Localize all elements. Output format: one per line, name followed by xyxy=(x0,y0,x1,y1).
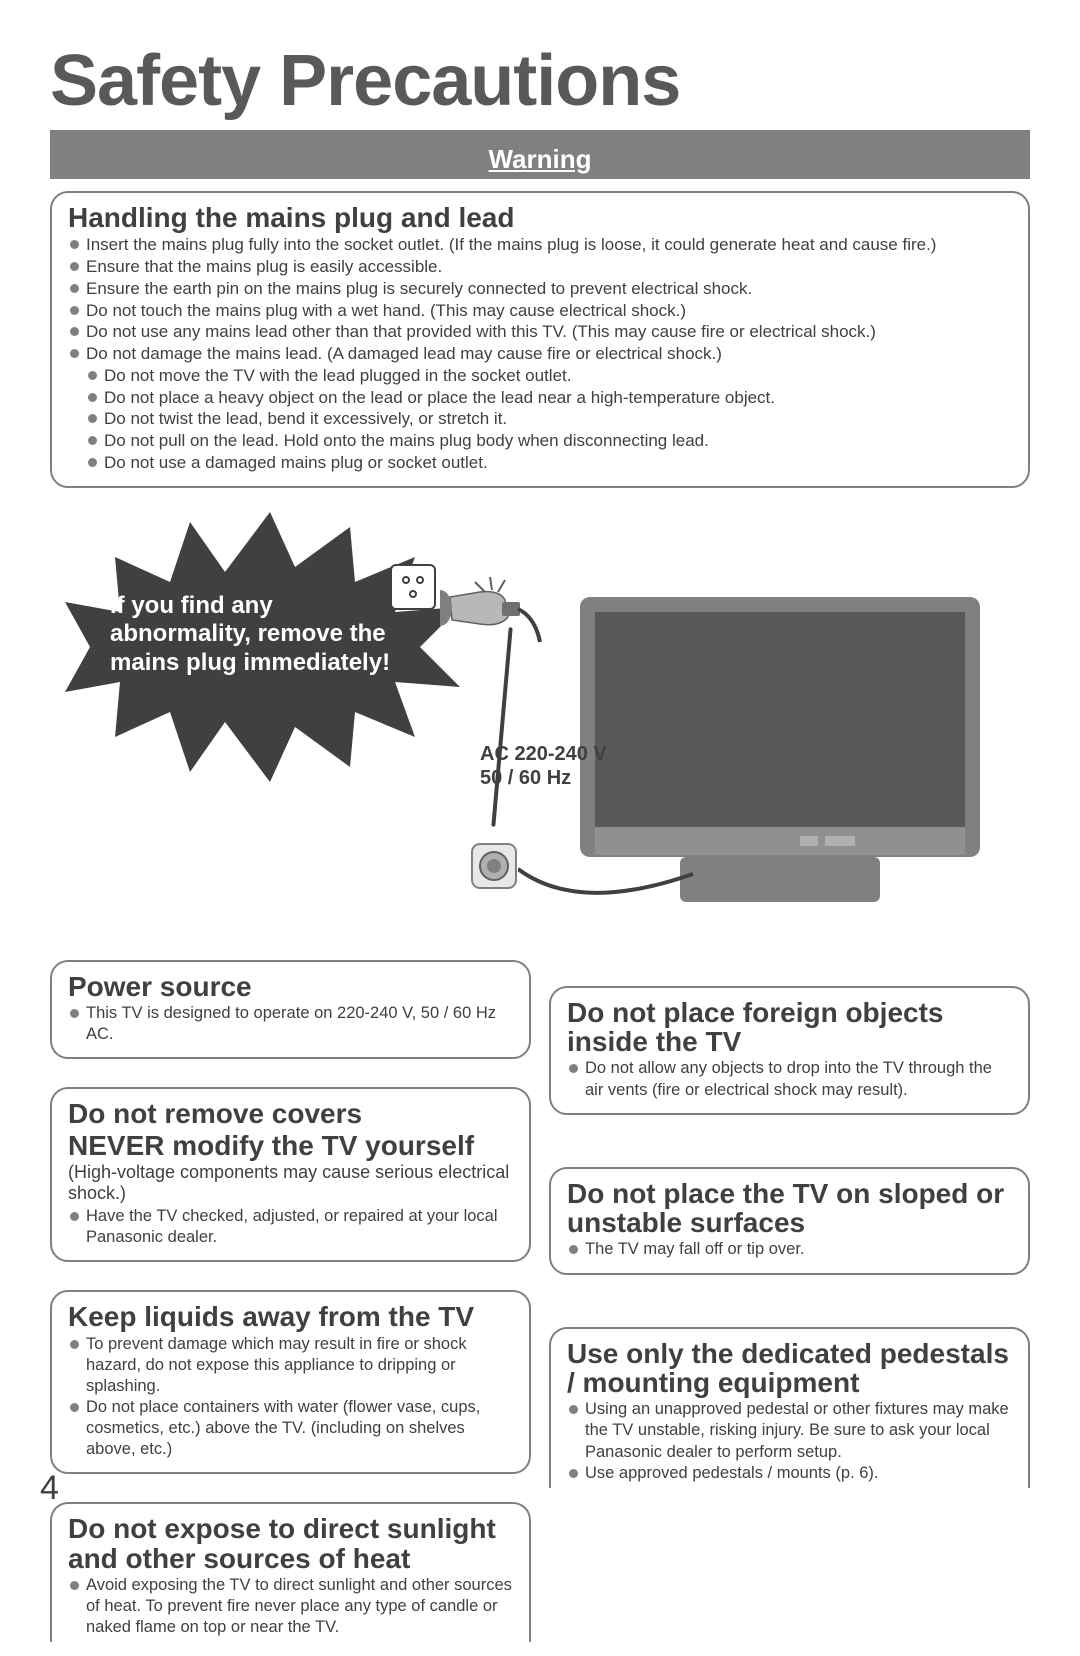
mains-section: Handling the mains plug and lead Insert … xyxy=(50,191,1030,488)
mains-bullets: Insert the mains plug fully into the soc… xyxy=(68,234,1012,365)
foreign-bullets: Do not allow any objects to drop into th… xyxy=(567,1058,1012,1100)
power-source-section: Power source This TV is designed to oper… xyxy=(50,960,531,1060)
divider-bar xyxy=(50,130,1030,140)
liquids-section: Keep liquids away from the TV To prevent… xyxy=(50,1290,531,1474)
foreign-objects-section: Do not place foreign objects inside the … xyxy=(549,986,1030,1115)
list-item: Use approved pedestals / mounts (p. 6). xyxy=(567,1463,1012,1484)
cable-illustration xyxy=(518,864,698,924)
list-item: To prevent damage which may result in fi… xyxy=(68,1334,513,1397)
covers-bullets: Have the TV checked, adjusted, or repair… xyxy=(68,1206,513,1248)
list-item: Do not twist the lead, bend it excessive… xyxy=(86,408,1012,430)
sloped-bullets: The TV may fall off or tip over. xyxy=(567,1239,1012,1260)
power-bullets: This TV is designed to operate on 220-24… xyxy=(68,1003,513,1045)
page-number: 4 xyxy=(40,1469,59,1508)
list-item: Insert the mains plug fully into the soc… xyxy=(68,234,1012,256)
list-item: Do not allow any objects to drop into th… xyxy=(567,1058,1012,1100)
ac-line2: 50 / 60 Hz xyxy=(480,766,607,790)
list-item: Do not touch the mains plug with a wet h… xyxy=(68,300,1012,322)
liquids-heading: Keep liquids away from the TV xyxy=(68,1302,513,1331)
list-item: The TV may fall off or tip over. xyxy=(567,1239,1012,1260)
illustration-area: If you find any abnormality, remove the … xyxy=(50,502,1030,942)
list-item: Do not pull on the lead. Hold onto the m… xyxy=(86,430,1012,452)
list-item: Avoid exposing the TV to direct sunlight… xyxy=(68,1575,513,1638)
covers-heading1: Do not remove covers xyxy=(68,1099,513,1128)
list-item: Do not damage the mains lead. (A damaged… xyxy=(68,343,1012,365)
two-column-layout: Power source This TV is designed to oper… xyxy=(50,960,1030,1656)
list-item: Do not place a heavy object on the lead … xyxy=(86,387,1012,409)
sunlight-section: Do not expose to direct sunlight and oth… xyxy=(50,1502,531,1642)
warning-banner: Warning xyxy=(50,140,1030,179)
mains-heading: Handling the mains plug and lead xyxy=(68,203,1012,232)
ac-spec-label: AC 220-240 V 50 / 60 Hz xyxy=(480,742,607,790)
pedestal-bullets: Using an unapproved pedestal or other fi… xyxy=(567,1399,1012,1483)
sloped-section: Do not place the TV on sloped or unstabl… xyxy=(549,1167,1030,1275)
list-item: Do not use a damaged mains plug or socke… xyxy=(86,452,1012,474)
mains-sub-bullets: Do not move the TV with the lead plugged… xyxy=(68,365,1012,474)
hand-plug-icon xyxy=(440,572,550,652)
page-title: Safety Precautions xyxy=(50,40,1030,122)
liquids-bullets: To prevent damage which may result in fi… xyxy=(68,1334,513,1461)
list-item: Do not move the TV with the lead plugged… xyxy=(86,365,1012,387)
list-item: Do not use any mains lead other than tha… xyxy=(68,321,1012,343)
list-item: Have the TV checked, adjusted, or repair… xyxy=(68,1206,513,1248)
list-item: This TV is designed to operate on 220-24… xyxy=(68,1003,513,1045)
foreign-heading: Do not place foreign objects inside the … xyxy=(567,998,1012,1057)
sunlight-bullets: Avoid exposing the TV to direct sunlight… xyxy=(68,1575,513,1638)
lead-illustration xyxy=(491,627,512,827)
power-heading: Power source xyxy=(68,972,513,1001)
covers-heading2: NEVER modify the TV yourself xyxy=(68,1131,513,1160)
covers-section: Do not remove covers NEVER modify the TV… xyxy=(50,1087,531,1262)
left-column: Power source This TV is designed to oper… xyxy=(50,960,531,1656)
list-item: Ensure that the mains plug is easily acc… xyxy=(68,256,1012,278)
starburst-text: If you find any abnormality, remove the … xyxy=(110,592,420,678)
ac-line1: AC 220-240 V xyxy=(480,742,607,766)
right-column: Do not place foreign objects inside the … xyxy=(549,960,1030,1502)
pedestal-section: Use only the dedicated pedestals / mount… xyxy=(549,1327,1030,1488)
socket-icon xyxy=(390,564,436,610)
pedestal-heading: Use only the dedicated pedestals / mount… xyxy=(567,1339,1012,1398)
list-item: Ensure the earth pin on the mains plug i… xyxy=(68,278,1012,300)
wall-outlet-icon xyxy=(470,842,518,890)
sunlight-heading: Do not expose to direct sunlight and oth… xyxy=(68,1514,513,1573)
list-item: Using an unapproved pedestal or other fi… xyxy=(567,1399,1012,1462)
covers-subtext: (High-voltage components may cause serio… xyxy=(68,1162,513,1204)
sloped-heading: Do not place the TV on sloped or unstabl… xyxy=(567,1179,1012,1238)
starburst-callout: If you find any abnormality, remove the … xyxy=(60,502,480,792)
list-item: Do not place containers with water (flow… xyxy=(68,1397,513,1460)
